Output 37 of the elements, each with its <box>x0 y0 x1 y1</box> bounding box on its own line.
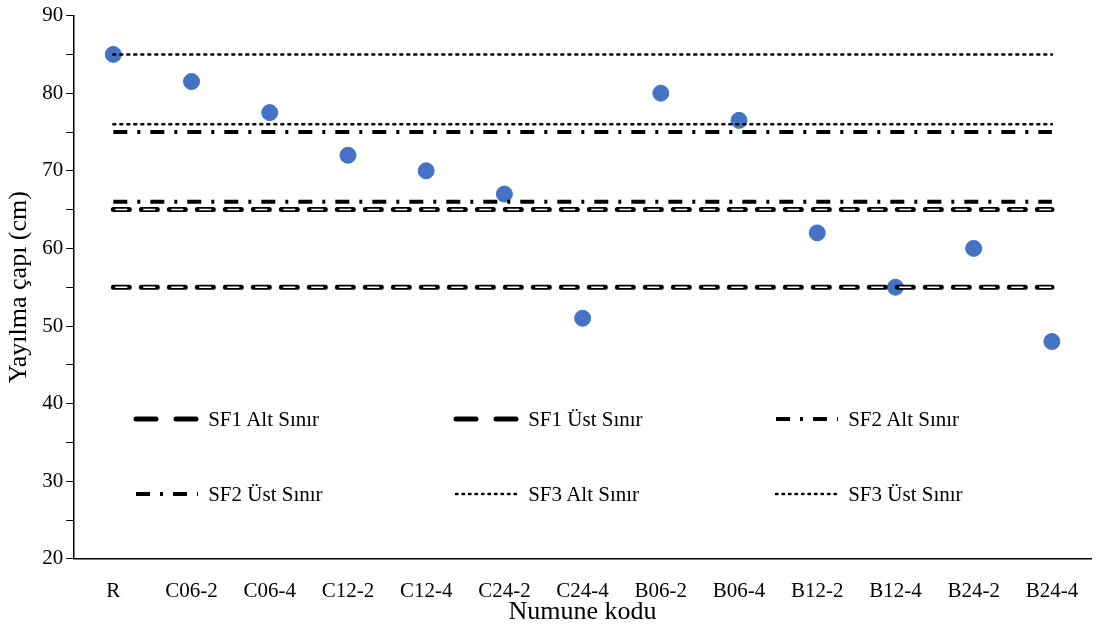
point <box>261 104 279 122</box>
y-tick-label: 60 <box>42 234 64 259</box>
point <box>808 224 826 242</box>
y-tick-label: 40 <box>42 390 64 415</box>
point <box>183 73 201 91</box>
y-tick-label: 90 <box>42 2 64 27</box>
legend-label: SF1 Üst Sınır <box>528 406 643 432</box>
x-tick-label: C12-2 <box>321 577 375 602</box>
x-tick-label: C12-4 <box>399 577 453 602</box>
y-axis-title: Yayılma çapı (cm) <box>3 191 33 384</box>
y-tick-label: 80 <box>42 79 64 104</box>
point <box>1043 333 1061 351</box>
legend-label: SF3 Üst Sınır <box>848 481 963 507</box>
point <box>574 309 592 327</box>
x-tick-label: B12-4 <box>869 577 923 602</box>
x-tick-label: B12-2 <box>791 577 844 602</box>
y-tick-label: 20 <box>42 545 64 570</box>
x-tick-label: C06-2 <box>165 577 218 602</box>
x-tick-label: B24-4 <box>1025 577 1079 602</box>
x-tick-label: B24-2 <box>947 577 1000 602</box>
legend-label: SF2 Üst Sınır <box>208 481 323 507</box>
legend-label: SF3 Alt Sınır <box>528 481 640 507</box>
y-tick-label: 30 <box>42 467 64 492</box>
x-tick-label: B06-4 <box>712 577 766 602</box>
legend-label: SF1 Alt Sınır <box>208 406 320 432</box>
legend-label: SF2 Alt Sınır <box>848 406 960 432</box>
point <box>495 185 513 203</box>
y-tick-label: 70 <box>42 157 64 182</box>
x-tick-label: C06-4 <box>243 577 297 602</box>
point <box>965 239 983 257</box>
point <box>417 162 435 180</box>
y-tick-label: 50 <box>42 312 64 337</box>
point <box>104 45 122 63</box>
x-tick-label: R <box>106 577 121 602</box>
point <box>339 146 357 164</box>
point <box>730 111 748 129</box>
point <box>652 84 670 102</box>
